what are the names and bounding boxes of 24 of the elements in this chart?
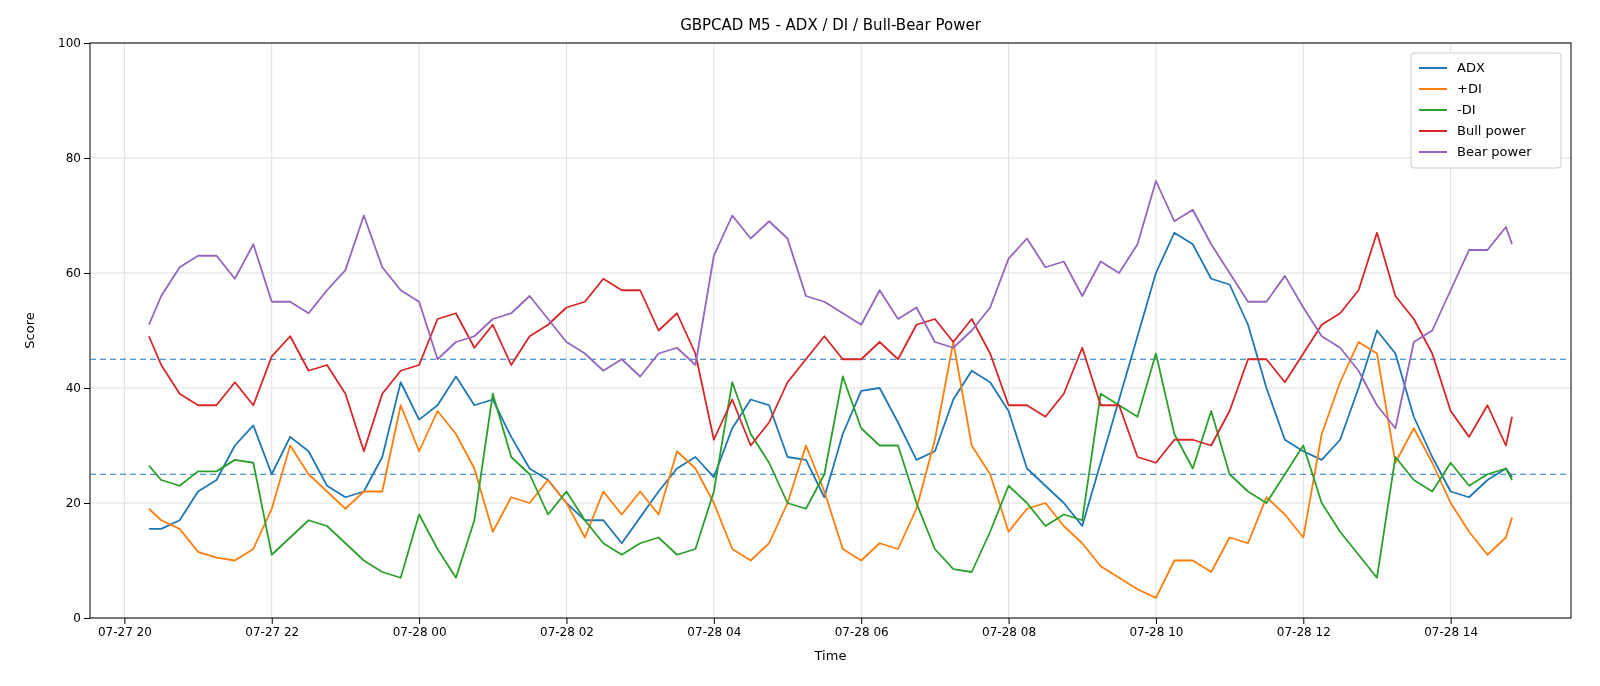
y-tick-label: 100 xyxy=(58,36,81,51)
x-tick-label: 07-28 12 xyxy=(1276,624,1331,639)
x-tick-label: 07-27 22 xyxy=(245,624,300,639)
x-tick-label: 07-28 10 xyxy=(1129,624,1184,639)
legend-label: Bear power xyxy=(1457,144,1533,159)
x-tick-label: 07-28 02 xyxy=(540,624,594,639)
y-axis-title: Score xyxy=(22,312,37,349)
x-tick-label: 07-28 00 xyxy=(392,624,447,639)
legend-label: Bull power xyxy=(1457,123,1527,138)
legend-label: -DI xyxy=(1457,102,1476,117)
legend-label: ADX xyxy=(1457,60,1485,75)
chart-title: GBPCAD M5 - ADX / DI / Bull-Bear Power xyxy=(680,16,982,34)
legend-label: +DI xyxy=(1457,81,1482,96)
x-tick-label: 07-28 14 xyxy=(1424,624,1479,639)
y-tick-label: 60 xyxy=(65,266,81,281)
y-tick-label: 20 xyxy=(65,496,81,511)
y-tick-label: 0 xyxy=(73,611,81,626)
x-tick-label: 07-28 04 xyxy=(687,624,742,639)
x-tick-label: 07-27 20 xyxy=(97,624,152,639)
y-tick-label: 80 xyxy=(65,151,81,166)
y-tick-label: 40 xyxy=(65,381,81,396)
x-tick-label: 07-28 08 xyxy=(982,624,1037,639)
x-axis-title: Time xyxy=(813,648,847,663)
x-tick-label: 07-28 06 xyxy=(834,624,889,639)
